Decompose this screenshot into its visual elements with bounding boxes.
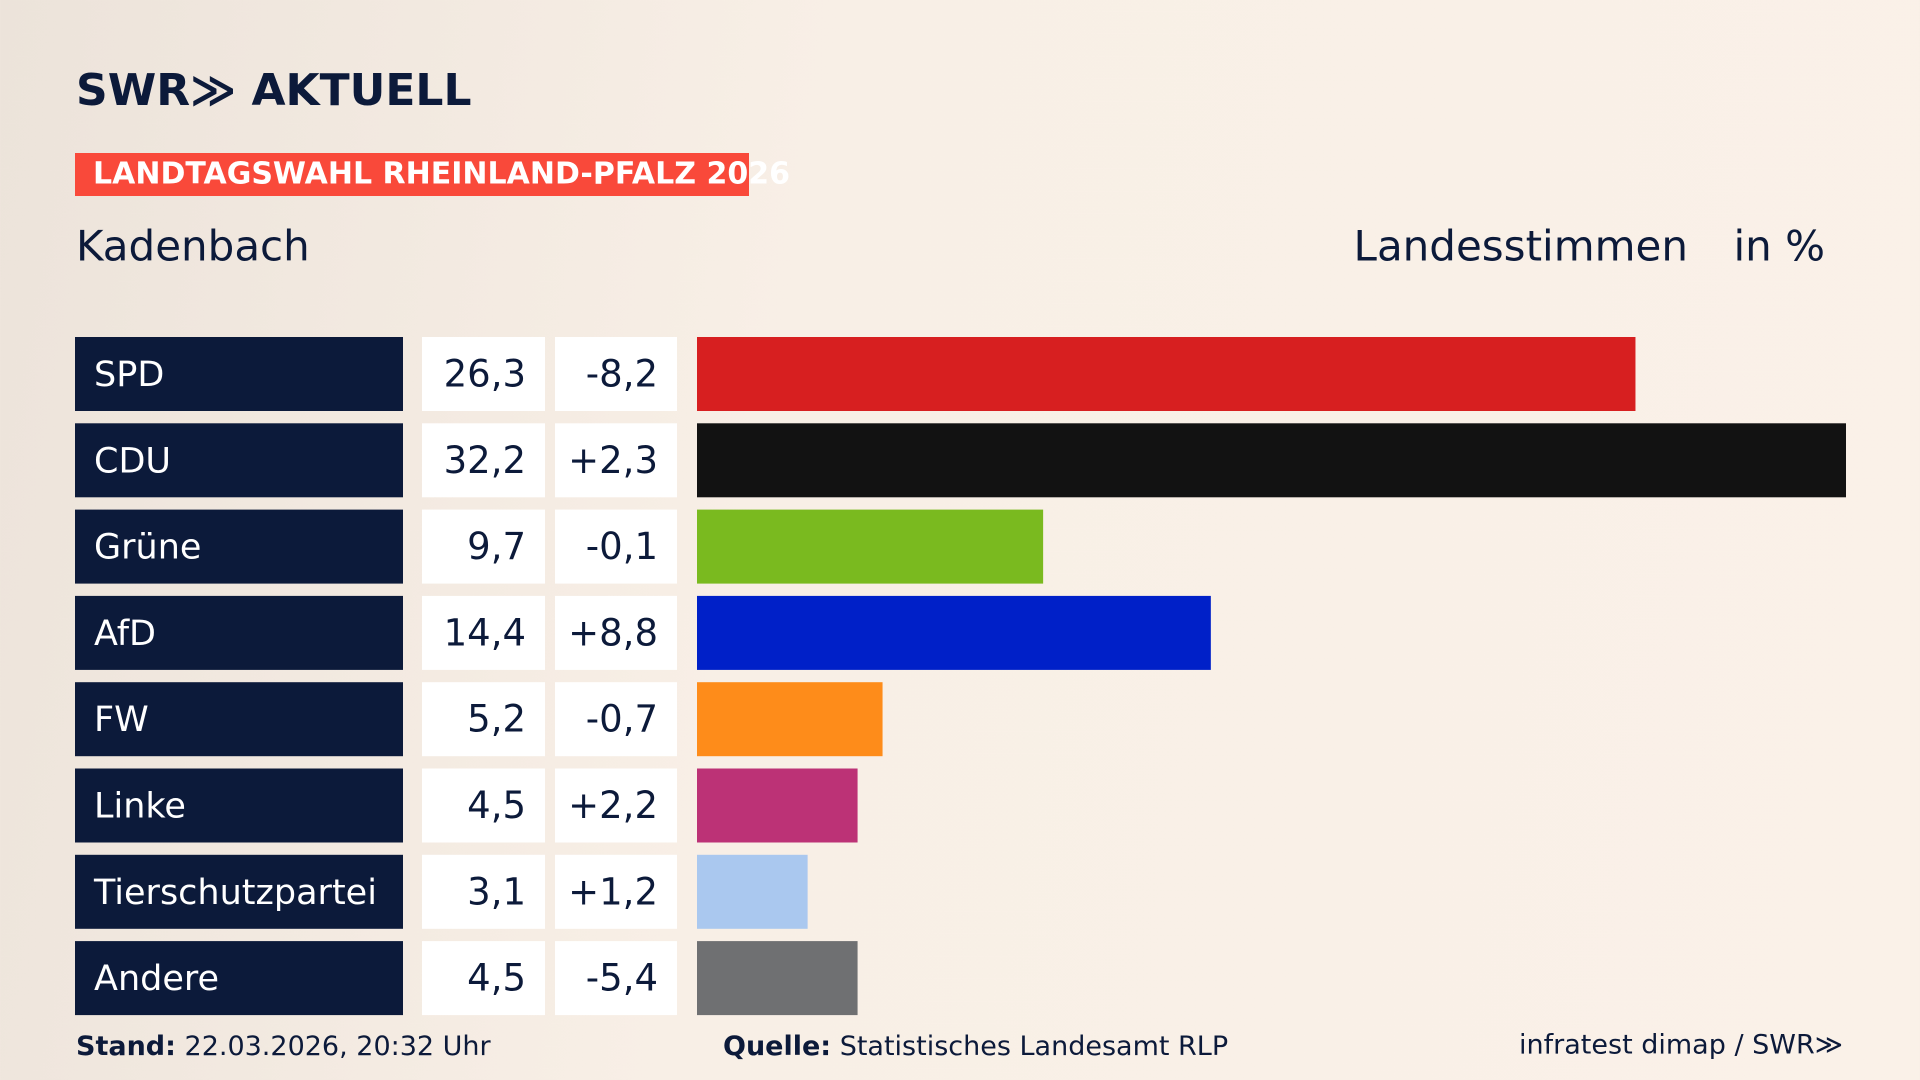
change-label: +2,2 xyxy=(568,784,658,827)
title-banner xyxy=(75,153,749,196)
brand-logo: SWR≫ AKTUELL xyxy=(76,65,472,116)
party-label: SPD xyxy=(94,355,164,395)
value-label: 5,2 xyxy=(467,698,526,741)
change-box xyxy=(555,509,677,584)
party-label: Linke xyxy=(94,787,186,827)
value-label: 4,5 xyxy=(467,957,526,1000)
value-label: 14,4 xyxy=(444,611,526,654)
stand: Stand: 22.03.2026, 20:32 Uhr xyxy=(76,1031,492,1062)
party-label: Tierschutzpartei xyxy=(93,873,377,913)
value-label: 9,7 xyxy=(467,525,526,568)
value-box xyxy=(422,509,545,584)
change-box xyxy=(555,768,677,843)
value-label: 32,2 xyxy=(444,439,526,482)
party-label: FW xyxy=(94,700,149,740)
source: Quelle: Statistisches Landesamt RLP xyxy=(723,1031,1228,1062)
bar xyxy=(697,941,858,1016)
bar xyxy=(697,595,1211,670)
party-box xyxy=(75,423,403,498)
source-label: Quelle: xyxy=(723,1031,831,1062)
bar xyxy=(697,509,1044,584)
party-label: Grüne xyxy=(94,528,201,568)
change-box xyxy=(555,682,677,757)
subtitle: Kadenbach xyxy=(76,222,310,271)
change-label: -5,4 xyxy=(586,957,658,1000)
value-box xyxy=(422,595,545,670)
bar xyxy=(697,682,883,757)
party-box xyxy=(75,768,403,843)
party-box xyxy=(75,337,403,411)
change-box xyxy=(555,854,677,929)
change-label: -0,7 xyxy=(586,698,658,741)
party-box xyxy=(75,682,403,757)
change-label: -8,2 xyxy=(586,353,658,396)
party-label: Andere xyxy=(94,959,219,999)
change-label: +2,3 xyxy=(568,439,658,482)
change-box xyxy=(555,595,677,670)
unit: in % xyxy=(1733,222,1825,271)
value-box xyxy=(422,941,545,1016)
value-label: 3,1 xyxy=(467,870,526,913)
source-value: Statistisches Landesamt RLP xyxy=(840,1031,1228,1062)
value-box xyxy=(422,768,545,843)
bar xyxy=(697,768,858,843)
stand-label: Stand: xyxy=(76,1031,176,1062)
bar xyxy=(697,423,1846,498)
change-box xyxy=(555,941,677,1016)
change-label: +1,2 xyxy=(568,870,658,913)
chart-title: LANDTAGSWAHL RHEINLAND-PFALZ 2026 xyxy=(93,157,790,192)
party-box xyxy=(75,509,403,584)
stand-value: 22.03.2026, 20:32 Uhr xyxy=(185,1031,492,1062)
value-label: 4,5 xyxy=(467,784,526,827)
party-label: AfD xyxy=(94,614,156,654)
party-box xyxy=(75,595,403,670)
change-box xyxy=(555,423,677,498)
value-label: 26,3 xyxy=(444,353,526,396)
change-label: +8,8 xyxy=(568,611,658,654)
bar xyxy=(697,854,808,929)
value-box xyxy=(422,682,545,757)
party-label: CDU xyxy=(94,441,171,481)
value-box xyxy=(422,423,545,498)
party-box xyxy=(75,941,403,1016)
change-box xyxy=(555,337,677,411)
change-label: -0,1 xyxy=(586,525,658,568)
value-box xyxy=(422,337,545,411)
vote-type: Landesstimmen xyxy=(1354,222,1688,271)
credit: infratest dimap / SWR≫ xyxy=(1519,1030,1843,1061)
value-box xyxy=(422,854,545,929)
party-box xyxy=(75,854,403,929)
bar xyxy=(697,337,1636,411)
